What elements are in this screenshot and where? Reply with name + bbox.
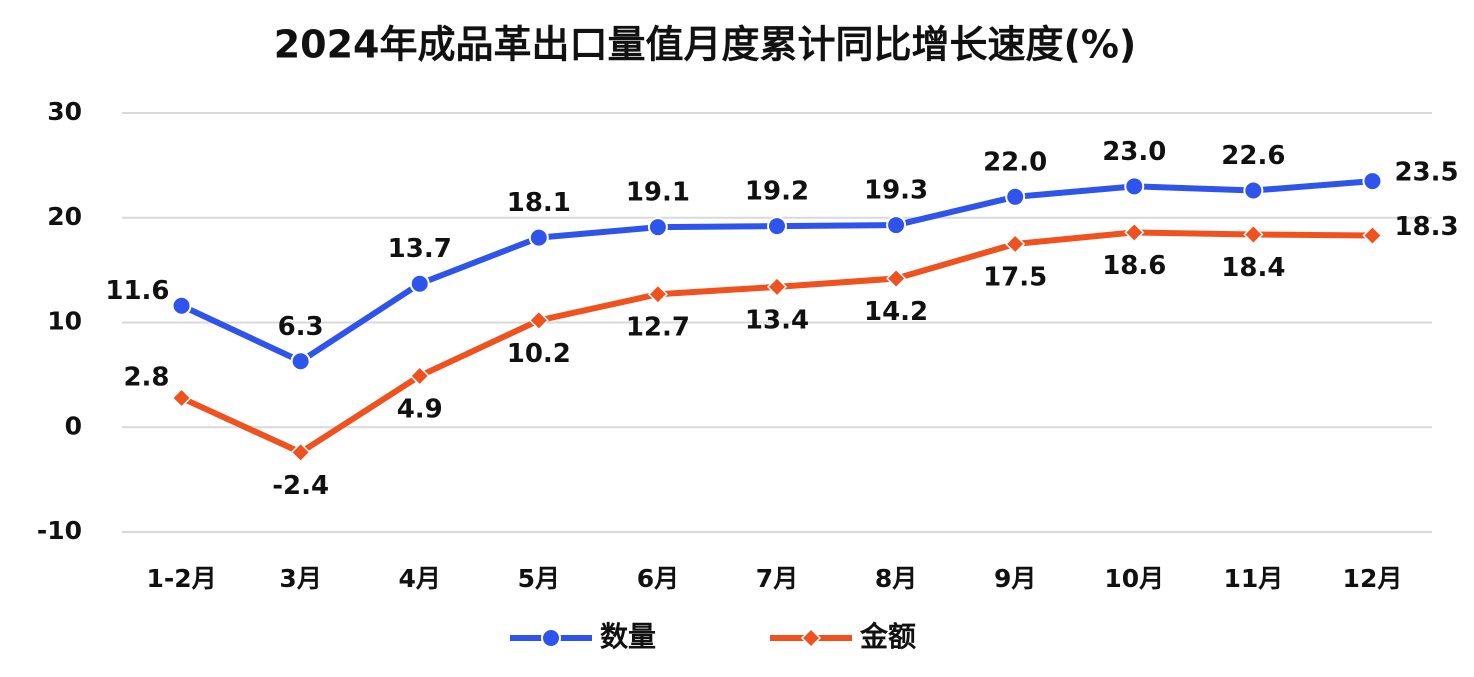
point bbox=[1243, 180, 1264, 201]
x-tick-label: 11月 bbox=[1223, 564, 1283, 593]
data-label: 23.0 bbox=[1102, 137, 1166, 167]
point bbox=[1243, 224, 1264, 245]
data-label: 11.6 bbox=[105, 276, 169, 306]
x-tick-label: 12月 bbox=[1343, 564, 1403, 593]
legend-label: 数量 bbox=[600, 620, 656, 653]
y-tick-label: 20 bbox=[47, 202, 82, 231]
chart-title: 2024年成品革出口量值月度累计同比增长速度(%) bbox=[274, 23, 1137, 67]
point bbox=[886, 215, 907, 236]
point bbox=[171, 387, 192, 408]
point bbox=[767, 216, 787, 237]
data-label: 22.0 bbox=[983, 147, 1047, 177]
x-tick-label: 3月 bbox=[279, 564, 321, 593]
point bbox=[1362, 171, 1383, 192]
point bbox=[290, 442, 311, 463]
point bbox=[647, 284, 668, 305]
data-label: 23.5 bbox=[1394, 158, 1458, 188]
y-tick-label: 0 bbox=[65, 411, 82, 440]
point bbox=[528, 310, 549, 331]
point bbox=[1124, 176, 1145, 197]
x-tick-label: 1-2月 bbox=[146, 564, 216, 593]
data-label: 12.7 bbox=[626, 313, 690, 343]
x-tick-label: 7月 bbox=[756, 564, 798, 593]
point bbox=[1005, 233, 1026, 254]
x-tick-label: 10月 bbox=[1104, 564, 1164, 593]
data-label: 22.6 bbox=[1221, 141, 1285, 171]
data-label: 13.4 bbox=[745, 305, 809, 335]
data-label: 6.3 bbox=[278, 312, 324, 342]
data-label: 4.9 bbox=[397, 394, 443, 424]
point bbox=[1362, 225, 1383, 246]
y-tick-label: 30 bbox=[47, 97, 82, 126]
data-label: 13.7 bbox=[388, 234, 452, 264]
point bbox=[1005, 186, 1026, 207]
legend-marker bbox=[541, 628, 561, 648]
data-label: 10.2 bbox=[507, 339, 571, 369]
point bbox=[409, 273, 430, 294]
point bbox=[409, 365, 430, 386]
data-label: -2.4 bbox=[272, 471, 329, 501]
x-tick-label: 8月 bbox=[875, 564, 917, 593]
data-label: 18.6 bbox=[1102, 251, 1166, 281]
x-tick-label: 4月 bbox=[399, 564, 441, 593]
point bbox=[1124, 222, 1145, 243]
data-label: 14.2 bbox=[864, 297, 928, 327]
data-label: 17.5 bbox=[983, 262, 1047, 292]
data-label: 18.3 bbox=[1394, 212, 1458, 242]
legend-label: 金额 bbox=[859, 620, 916, 653]
y-tick-label: -10 bbox=[37, 516, 82, 545]
data-label: 19.3 bbox=[864, 176, 928, 206]
point bbox=[171, 295, 192, 316]
data-label: 19.1 bbox=[626, 178, 690, 208]
y-tick-label: 10 bbox=[47, 307, 82, 336]
point bbox=[766, 276, 788, 297]
data-label: 18.4 bbox=[1221, 253, 1285, 283]
x-tick-label: 9月 bbox=[994, 564, 1036, 593]
legend-marker bbox=[800, 627, 822, 649]
data-label: 19.2 bbox=[745, 177, 809, 207]
x-tick-label: 5月 bbox=[518, 564, 560, 593]
point bbox=[647, 217, 668, 238]
point bbox=[528, 227, 549, 248]
data-label: 18.1 bbox=[507, 188, 571, 218]
x-tick-label: 6月 bbox=[637, 564, 679, 593]
point bbox=[886, 268, 907, 289]
series-line bbox=[180, 229, 1373, 456]
data-label: 2.8 bbox=[123, 362, 169, 392]
point bbox=[290, 351, 311, 372]
